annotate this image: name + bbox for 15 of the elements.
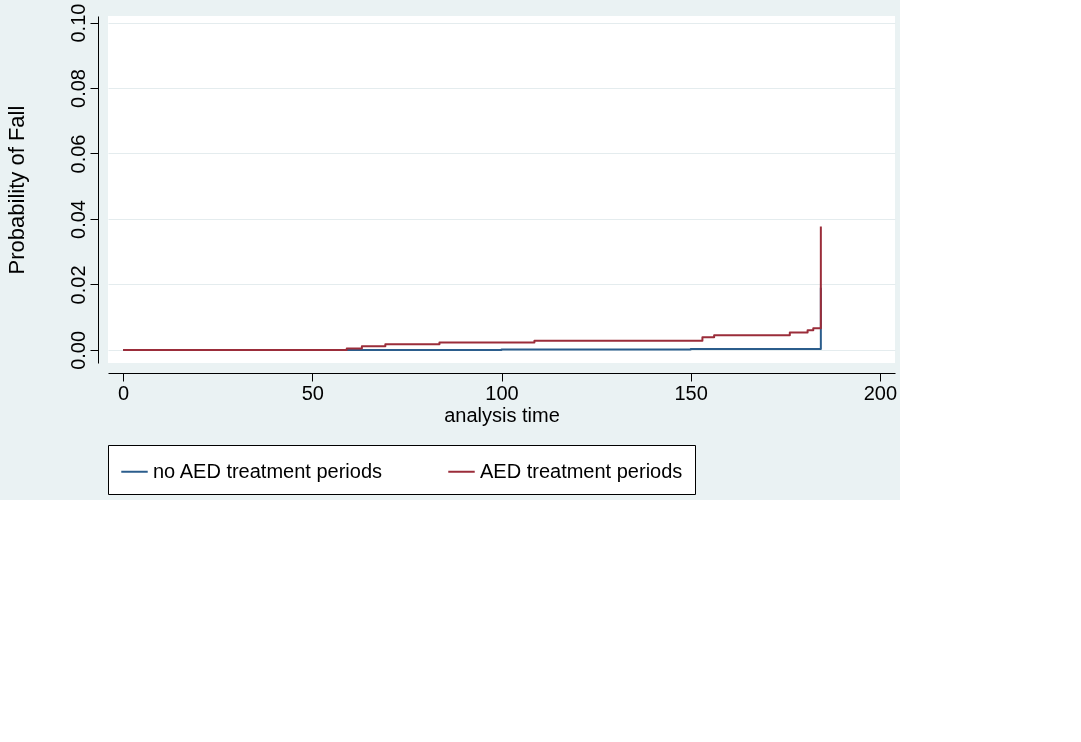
- y-axis-title: Probability of Fall: [3, 105, 29, 275]
- legend-label: AED treatment periods: [480, 459, 683, 482]
- x-tick-label: 0: [118, 381, 130, 404]
- x-axis-title: analysis time: [444, 403, 560, 426]
- y-tick-label: 0.10: [66, 3, 89, 43]
- y-tick-label: 0.08: [66, 69, 89, 108]
- x-tick-label: 50: [301, 381, 324, 404]
- y-tick-label: 0.04: [66, 199, 89, 239]
- x-tick-label: 150: [674, 381, 708, 404]
- legend-label: no AED treatment periods: [153, 459, 383, 482]
- y-tick-label: 0.00: [66, 330, 89, 370]
- y-tick-label: 0.06: [66, 134, 89, 174]
- y-tick-label: 0.02: [66, 265, 89, 305]
- x-tick-label: 100: [485, 381, 519, 404]
- x-tick-label: 200: [863, 381, 898, 404]
